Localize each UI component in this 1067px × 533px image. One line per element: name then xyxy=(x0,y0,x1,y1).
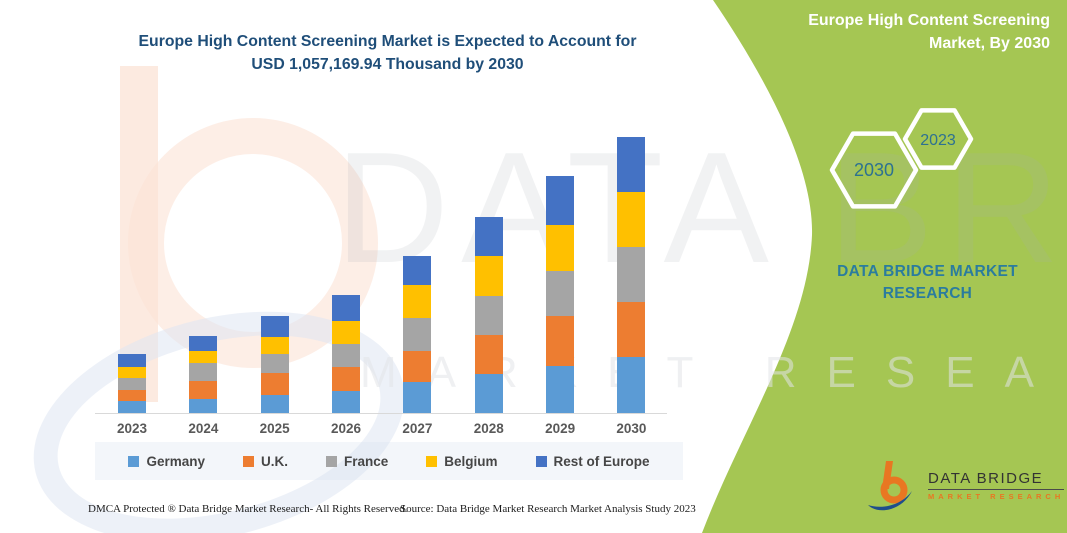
bar-segment-2028-belgium xyxy=(474,255,503,296)
bar-segment-2030-germany xyxy=(617,357,646,413)
stacked-bar-2024 xyxy=(189,336,218,413)
bar-segment-2023-rest-of-europe xyxy=(118,354,146,368)
bar-segment-2027-germany xyxy=(403,382,432,413)
data-bridge-logo: DATA BRIDGE MARKET RESEARCH xyxy=(866,458,1066,512)
hexagon-year-badges: 2030 2023 xyxy=(829,108,974,209)
bar-segment-2028-u-k- xyxy=(474,334,503,375)
bar-segment-2030-u-k- xyxy=(617,302,646,358)
logo-name: DATA BRIDGE xyxy=(928,470,1065,490)
green-panel-shape xyxy=(702,0,1067,533)
panel-brand-text: DATA BRIDGE MARKET RESEARCH xyxy=(837,263,1018,302)
bar-segment-2025-germany xyxy=(260,395,289,413)
chart-title-line1: Europe High Content Screening Market is … xyxy=(138,33,637,50)
bar-segment-2029-u-k- xyxy=(546,316,575,367)
bar-segment-2024-germany xyxy=(189,398,218,413)
logo-swoosh xyxy=(868,491,912,511)
watermark-text-data-bridge: DATA BRIDGE xyxy=(335,120,1067,296)
bar-segment-2029-rest-of-europe xyxy=(546,176,575,226)
stacked-bar-2026 xyxy=(332,295,361,413)
bar-segment-2026-france xyxy=(332,344,361,368)
hexagon-2023 xyxy=(902,108,974,170)
bar-segment-2026-germany xyxy=(332,390,361,413)
legend-label: Belgium xyxy=(444,453,498,469)
x-axis-label-2028: 2028 xyxy=(473,421,504,436)
chart-legend: Germany U.K. France Belgium Rest of Europe xyxy=(95,442,683,480)
bar-segment-2023-belgium xyxy=(118,367,146,379)
bar-segment-2027-belgium xyxy=(403,284,432,318)
legend-swatch xyxy=(325,455,337,467)
legend-background-band xyxy=(95,442,683,480)
legend-label: France xyxy=(343,453,389,469)
legend-swatch xyxy=(242,455,254,467)
bar-segment-2029-france xyxy=(546,270,575,317)
stacked-bar-2028 xyxy=(474,217,503,413)
legend-item-germany: Germany xyxy=(128,454,205,469)
bar-segment-2023-france xyxy=(118,378,146,391)
logo-b-bowl xyxy=(880,476,908,504)
bar-segment-2026-u-k- xyxy=(332,367,361,391)
bar-segment-2027-rest-of-europe xyxy=(403,255,432,285)
x-axis-label-2023: 2023 xyxy=(116,421,148,436)
legend-item-u-k-: U.K. xyxy=(242,453,288,469)
bar-segment-2027-u-k- xyxy=(403,351,432,383)
x-axis-label-2026: 2026 xyxy=(331,421,362,436)
x-axis-label-2025: 2025 xyxy=(259,421,290,436)
stacked-bar-plot xyxy=(95,130,670,413)
footer-dmca-text: DMCA Protected ® Data Bridge Market Rese… xyxy=(88,503,408,515)
hexagon-2030-label: 2030 xyxy=(854,160,894,180)
bar-segment-2024-u-k- xyxy=(189,380,218,399)
legend-label: U.K. xyxy=(260,453,288,469)
x-axis-line xyxy=(95,413,667,414)
legend-item-belgium: Belgium xyxy=(426,453,498,469)
bar-segment-2030-rest-of-europe xyxy=(617,137,646,193)
bar-segment-2026-rest-of-europe xyxy=(332,295,361,321)
stacked-bar-2025 xyxy=(260,315,289,413)
bar-segment-2027-france xyxy=(403,317,432,352)
bar-segment-2023-germany xyxy=(118,400,146,413)
hexagon-2030 xyxy=(829,131,919,209)
bar-segment-2024-rest-of-europe xyxy=(189,336,218,351)
legend-label: Rest of Europe xyxy=(553,453,650,469)
data-bridge-logo-icon xyxy=(868,461,912,511)
bar-segment-2025-rest-of-europe xyxy=(260,315,289,338)
logo-subtitle: MARKET RESEARCH xyxy=(928,491,1065,501)
bar-segment-2028-rest-of-europe xyxy=(474,217,503,256)
bar-segment-2025-belgium xyxy=(260,337,289,355)
stacked-bar-2030 xyxy=(617,137,646,413)
hexagon-2023-label: 2023 xyxy=(920,132,956,149)
legend-swatch xyxy=(535,455,547,467)
bar-segment-2026-belgium xyxy=(332,320,361,345)
data-bridge-logo-text: DATA BRIDGE MARKET RESEARCH xyxy=(928,470,1065,501)
footer-source-text: Source: Data Bridge Market Research Mark… xyxy=(400,503,696,515)
bar-segment-2024-france xyxy=(189,362,218,381)
bar-segment-2029-germany xyxy=(546,366,575,413)
x-axis-label-2029: 2029 xyxy=(545,421,576,436)
legend-swatch xyxy=(426,455,438,467)
bar-segment-2023-u-k- xyxy=(118,390,146,401)
chart-title-line2: USD 1,057,169.94 Thousand by 2030 xyxy=(251,56,524,73)
stacked-bar-2029 xyxy=(546,176,575,413)
bar-segment-2025-france xyxy=(260,354,289,374)
stacked-bar-2027 xyxy=(403,255,432,413)
legend-item-rest-of-europe: Rest of Europe xyxy=(535,453,650,469)
x-axis-label-2027: 2027 xyxy=(402,421,433,436)
bar-segment-2030-france xyxy=(617,247,646,303)
legend-label: Germany xyxy=(146,453,205,469)
x-axis-label-2030: 2030 xyxy=(616,421,647,436)
stacked-bar-2023 xyxy=(118,354,146,413)
bar-segment-2025-u-k- xyxy=(260,373,289,396)
chart-title: Europe High Content Screening Market is … xyxy=(105,30,670,76)
bar-segment-2030-belgium xyxy=(617,192,646,248)
x-axis-label-2024: 2024 xyxy=(188,421,219,436)
x-axis-labels: 2023 2024 2025 2026 2027 2028 2029 2030 xyxy=(95,421,670,439)
side-panel-heading: Europe High Content Screening Market, By… xyxy=(808,12,1050,52)
bar-segment-2028-germany xyxy=(474,374,503,413)
bar-segment-2024-belgium xyxy=(189,351,218,363)
legend-item-france: France xyxy=(325,453,389,469)
bar-segment-2029-belgium xyxy=(546,225,575,271)
legend-swatch xyxy=(128,455,140,467)
bar-segment-2028-france xyxy=(474,295,503,335)
